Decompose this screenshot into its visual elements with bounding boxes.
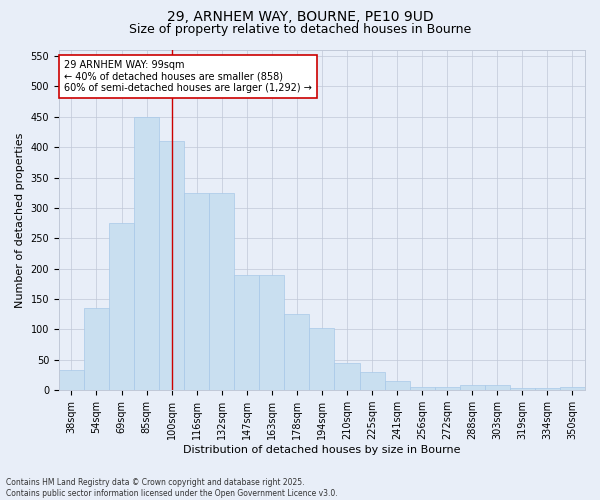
Bar xyxy=(134,117,159,390)
Bar xyxy=(234,275,259,390)
Bar xyxy=(359,372,385,390)
Bar xyxy=(109,223,134,390)
Text: Size of property relative to detached houses in Bourne: Size of property relative to detached ho… xyxy=(129,22,471,36)
Bar xyxy=(334,363,359,390)
Bar xyxy=(410,386,434,390)
Text: Contains HM Land Registry data © Crown copyright and database right 2025.
Contai: Contains HM Land Registry data © Crown c… xyxy=(6,478,338,498)
Bar xyxy=(184,193,209,390)
Bar xyxy=(310,328,334,390)
Bar xyxy=(209,193,234,390)
Bar xyxy=(460,385,485,390)
Bar xyxy=(159,141,184,390)
Bar xyxy=(485,385,510,390)
Bar xyxy=(434,387,460,390)
Bar xyxy=(284,314,310,390)
Text: 29, ARNHEM WAY, BOURNE, PE10 9UD: 29, ARNHEM WAY, BOURNE, PE10 9UD xyxy=(167,10,433,24)
Y-axis label: Number of detached properties: Number of detached properties xyxy=(15,132,25,308)
Bar xyxy=(535,388,560,390)
X-axis label: Distribution of detached houses by size in Bourne: Distribution of detached houses by size … xyxy=(183,445,461,455)
Bar xyxy=(385,380,410,390)
Bar xyxy=(259,275,284,390)
Text: 29 ARNHEM WAY: 99sqm
← 40% of detached houses are smaller (858)
60% of semi-deta: 29 ARNHEM WAY: 99sqm ← 40% of detached h… xyxy=(64,60,312,94)
Bar xyxy=(59,370,84,390)
Bar xyxy=(560,387,585,390)
Bar xyxy=(510,388,535,390)
Bar xyxy=(84,308,109,390)
